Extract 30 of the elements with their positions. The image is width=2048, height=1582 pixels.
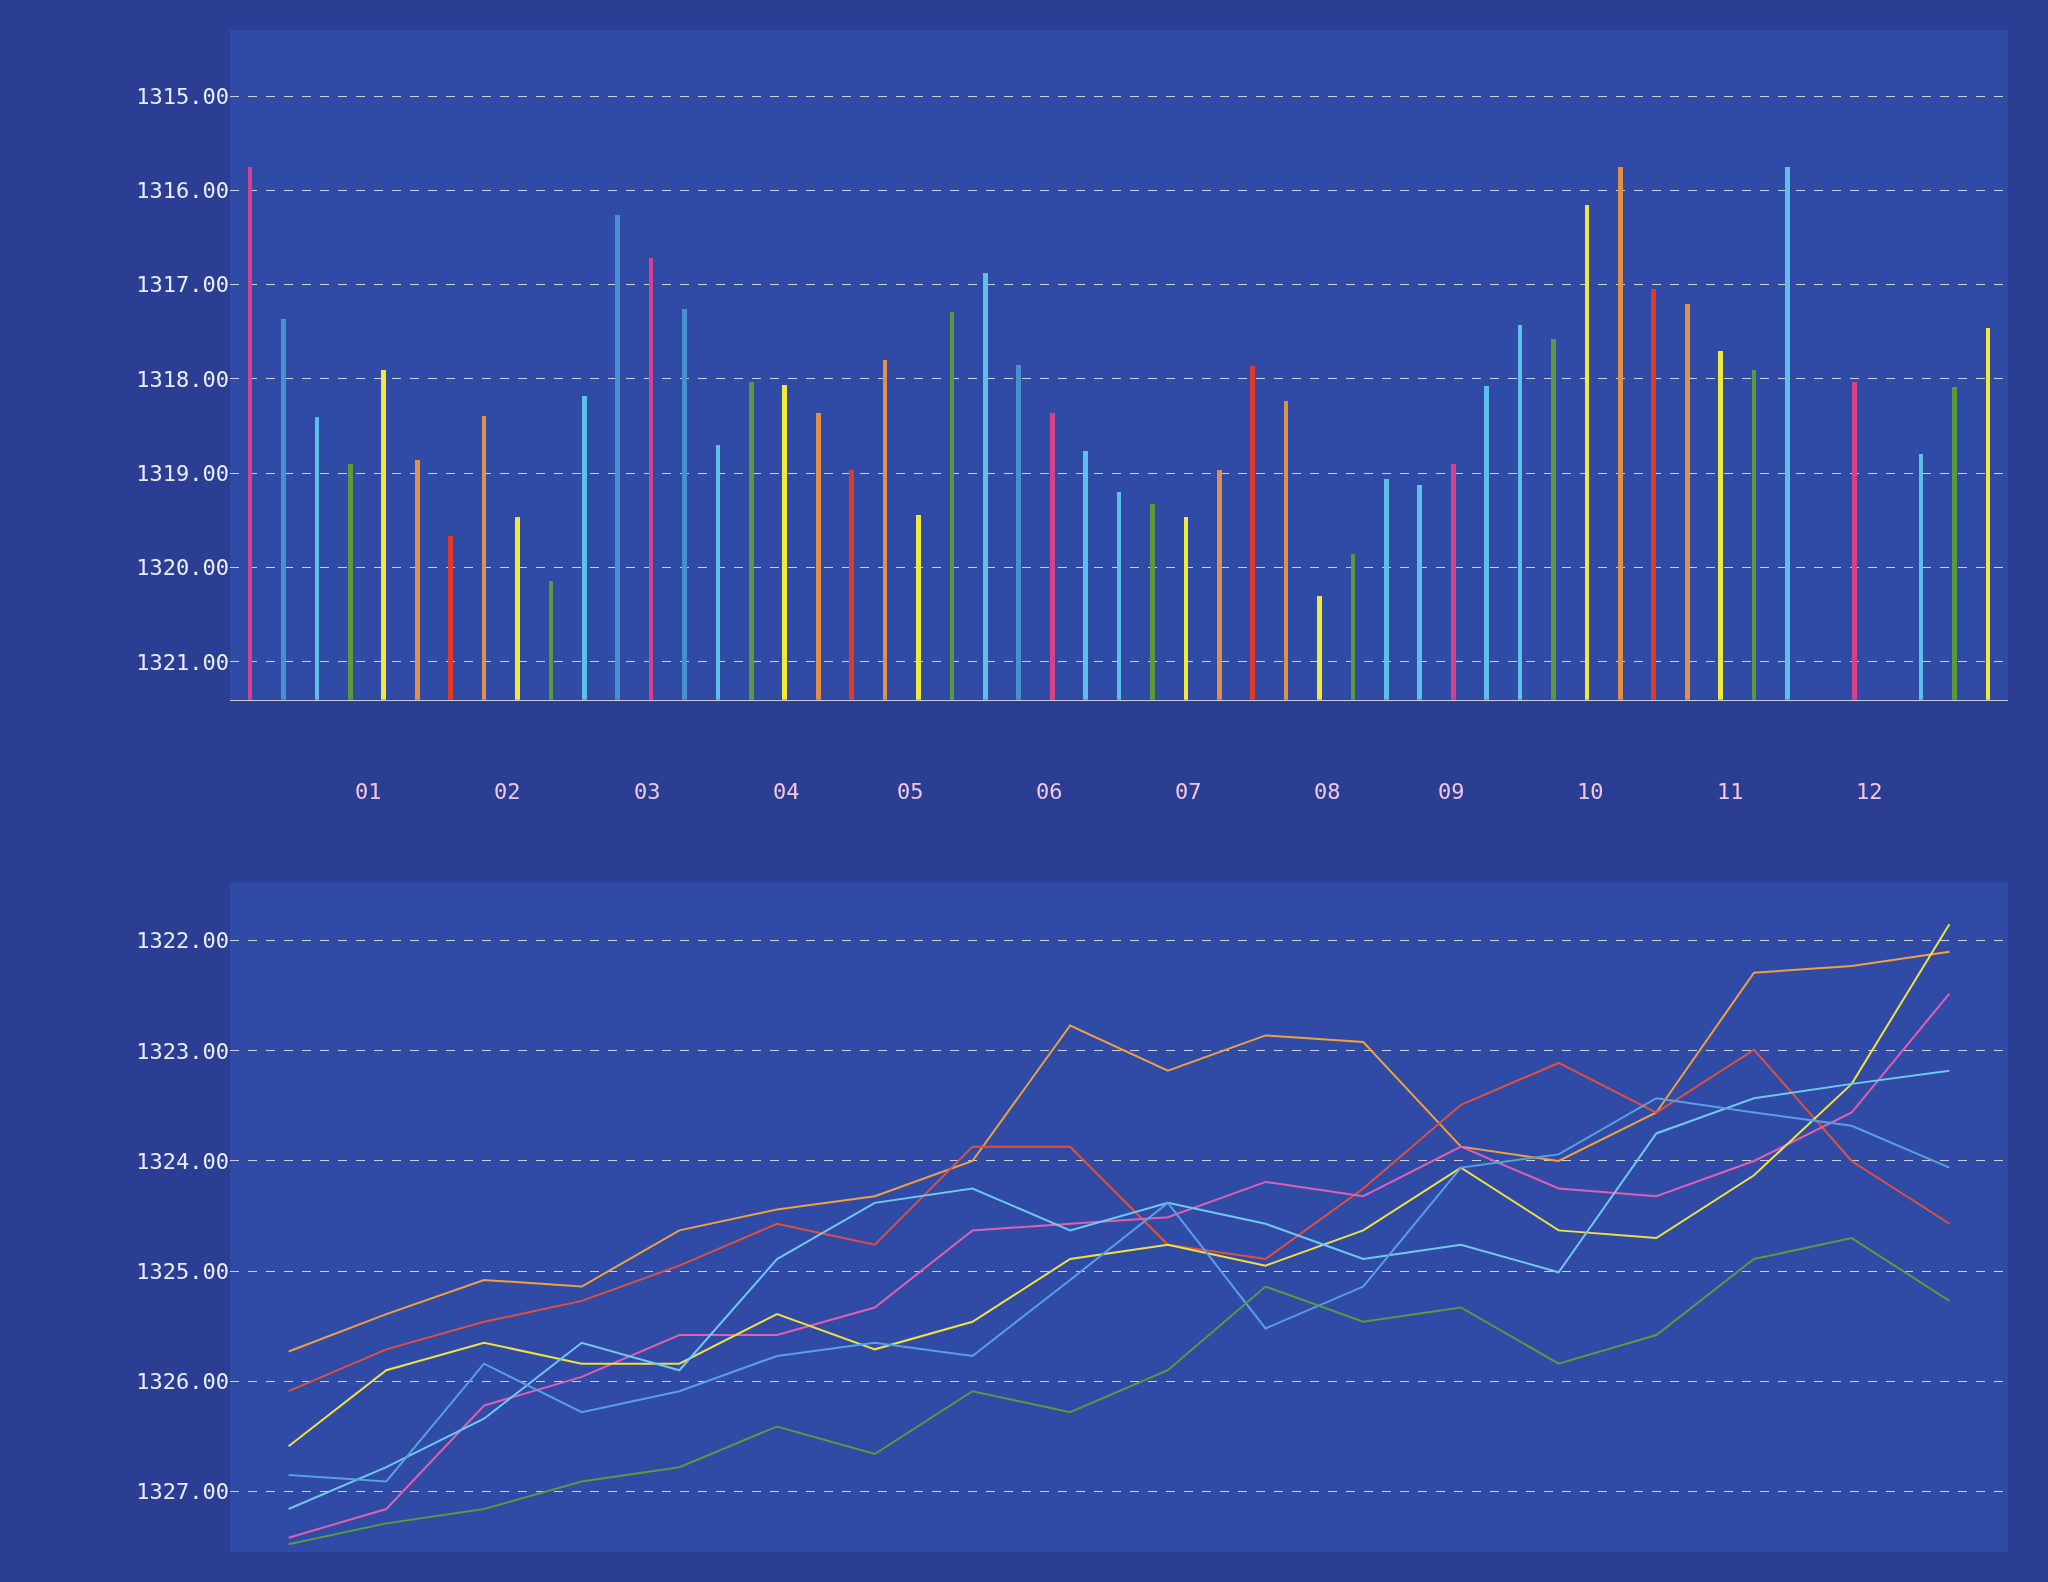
y-tick-label: 1317.00 <box>136 272 229 298</box>
line-series <box>287 992 1951 1539</box>
y-tick-label: 1326.00 <box>136 1368 229 1394</box>
text: 09 <box>1438 779 1465 804</box>
line-series <box>287 1237 1951 1546</box>
y-tick-label: 1321.00 <box>136 649 229 675</box>
y-tick-label: 1319.00 <box>136 461 229 487</box>
line-series <box>287 923 1951 1448</box>
text: 04 <box>773 779 800 804</box>
line-series <box>287 1048 1951 1393</box>
text: 01 <box>355 779 382 804</box>
y-tick-label: 1324.00 <box>136 1148 229 1174</box>
text: 02 <box>494 779 521 804</box>
text: 03 <box>634 779 661 804</box>
line-series <box>287 950 1951 1353</box>
y-tick-label: 1316.00 <box>136 178 229 204</box>
text: 12 <box>1856 779 1883 804</box>
text: 05 <box>897 779 924 804</box>
text: 06 <box>1036 779 1063 804</box>
text: 08 <box>1314 779 1341 804</box>
text: 07 <box>1175 779 1202 804</box>
text: 10 <box>1577 779 1604 804</box>
y-tick-label: 1320.00 <box>136 555 229 581</box>
y-tick-label: 1327.00 <box>136 1479 229 1505</box>
text: 11 <box>1717 779 1744 804</box>
y-tick-label: 1318.00 <box>136 366 229 392</box>
y-tick-label: 1322.00 <box>136 928 229 954</box>
y-tick-label: 1323.00 <box>136 1038 229 1064</box>
y-tick-label: 1315.00 <box>136 83 229 109</box>
y-tick-label: 1325.00 <box>136 1258 229 1284</box>
